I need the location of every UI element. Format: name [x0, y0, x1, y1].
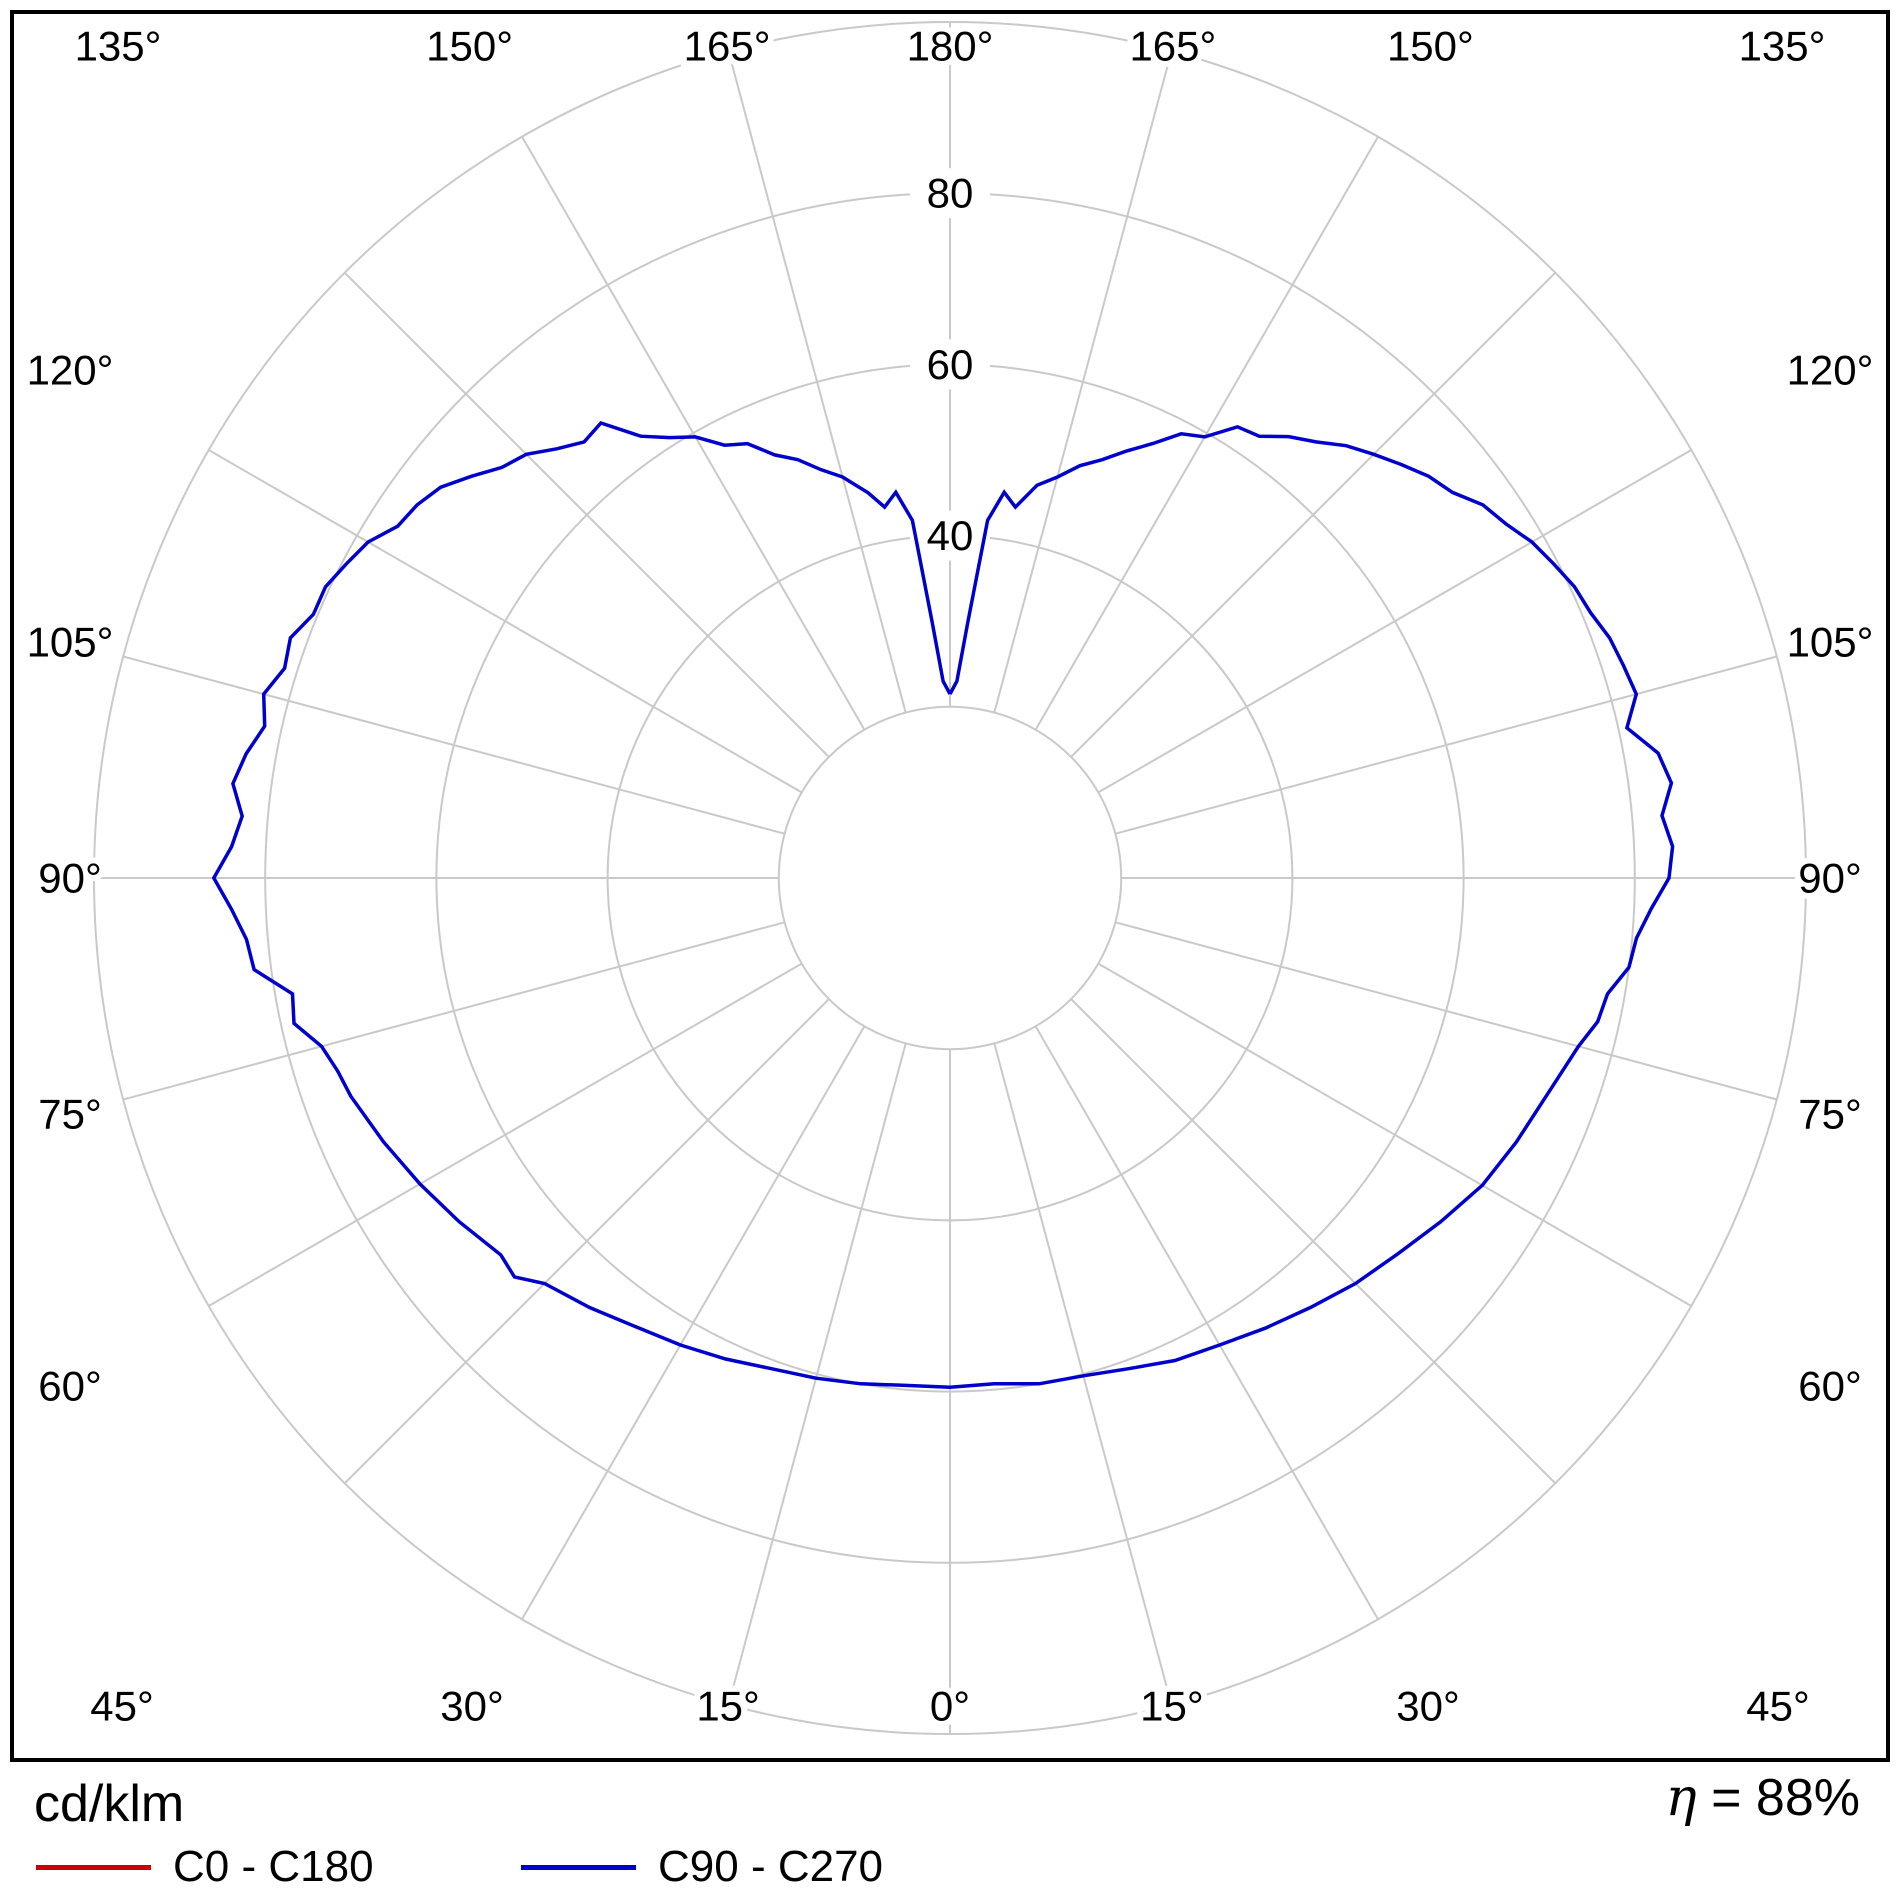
c0-c180-line-swatch — [36, 1864, 151, 1870]
angle-label: 150° — [426, 23, 513, 70]
angle-label: 105° — [27, 619, 114, 666]
legend-item-c0-c180: C0 - C180 — [36, 1842, 521, 1892]
radial-tick-label: 80 — [927, 170, 974, 217]
grid-spoke — [1034, 136, 1379, 731]
radial-tick-label: 40 — [927, 512, 974, 559]
grid-spoke — [1070, 271, 1557, 758]
grid-spoke — [343, 998, 830, 1485]
eta-symbol: η — [1665, 1768, 1697, 1828]
legend-label-c0-c180: C0 - C180 — [173, 1842, 374, 1891]
angle-label: 15° — [696, 1683, 760, 1730]
angle-label: 135° — [1739, 23, 1826, 70]
grid-spoke — [208, 962, 803, 1307]
legend-item-c90-c270: C90 - C270 — [521, 1842, 883, 1892]
angle-label: 120° — [27, 346, 114, 393]
legend-label-c90-c270: C90 - C270 — [658, 1842, 884, 1891]
angle-label: 45° — [90, 1683, 154, 1730]
grid-spoke — [122, 921, 785, 1101]
angle-label: 45° — [1746, 1683, 1810, 1730]
legend: C0 - C180 C90 - C270 — [36, 1842, 883, 1892]
grid-spoke — [1070, 998, 1557, 1485]
angle-label: 165° — [1129, 23, 1216, 70]
grid-spoke — [122, 655, 785, 835]
c90-c270-line-swatch — [521, 1864, 636, 1870]
radial-tick-label: 60 — [927, 341, 974, 388]
grid-spoke — [727, 50, 907, 713]
angle-label: 120° — [1787, 346, 1874, 393]
angle-label: 30° — [1396, 1683, 1460, 1730]
angle-label: 90° — [38, 855, 102, 902]
angle-label: 0° — [930, 1683, 970, 1730]
angle-label: 60° — [38, 1363, 102, 1410]
grid-spoke — [1115, 655, 1778, 835]
radial-tick-bg — [910, 510, 990, 561]
angle-label: 75° — [38, 1090, 102, 1137]
grid-spoke — [343, 271, 830, 758]
grid-spoke — [1034, 1025, 1379, 1620]
angle-label: 180° — [907, 23, 994, 70]
angle-label: 150° — [1387, 23, 1474, 70]
grid-spoke — [993, 1043, 1173, 1706]
radial-tick-bg — [910, 168, 990, 219]
angle-label: 75° — [1798, 1090, 1862, 1137]
grid-spoke — [1097, 449, 1692, 794]
grid-spoke — [208, 449, 803, 794]
eta-value: = 88% — [1696, 1769, 1860, 1827]
angle-label: 135° — [75, 23, 162, 70]
efficiency-label: η = 88% — [1666, 1768, 1861, 1828]
c90-c270-curve — [211, 420, 1675, 1390]
angle-label: 165° — [684, 23, 771, 70]
grid-spoke — [521, 136, 866, 731]
polar-grid — [93, 21, 1807, 1735]
grid-spoke — [1115, 921, 1778, 1101]
grid-spoke — [1097, 962, 1692, 1307]
angle-label: 15° — [1140, 1683, 1204, 1730]
angle-label: 105° — [1787, 619, 1874, 666]
grid-spoke — [727, 1043, 907, 1706]
angle-label: 90° — [1798, 855, 1862, 902]
grid-spoke — [993, 50, 1173, 713]
units-label: cd/klm — [34, 1775, 185, 1833]
angle-label: 30° — [440, 1683, 504, 1730]
radial-tick-bg — [910, 339, 990, 390]
angle-label: 60° — [1798, 1363, 1862, 1410]
grid-spoke — [521, 1025, 866, 1620]
